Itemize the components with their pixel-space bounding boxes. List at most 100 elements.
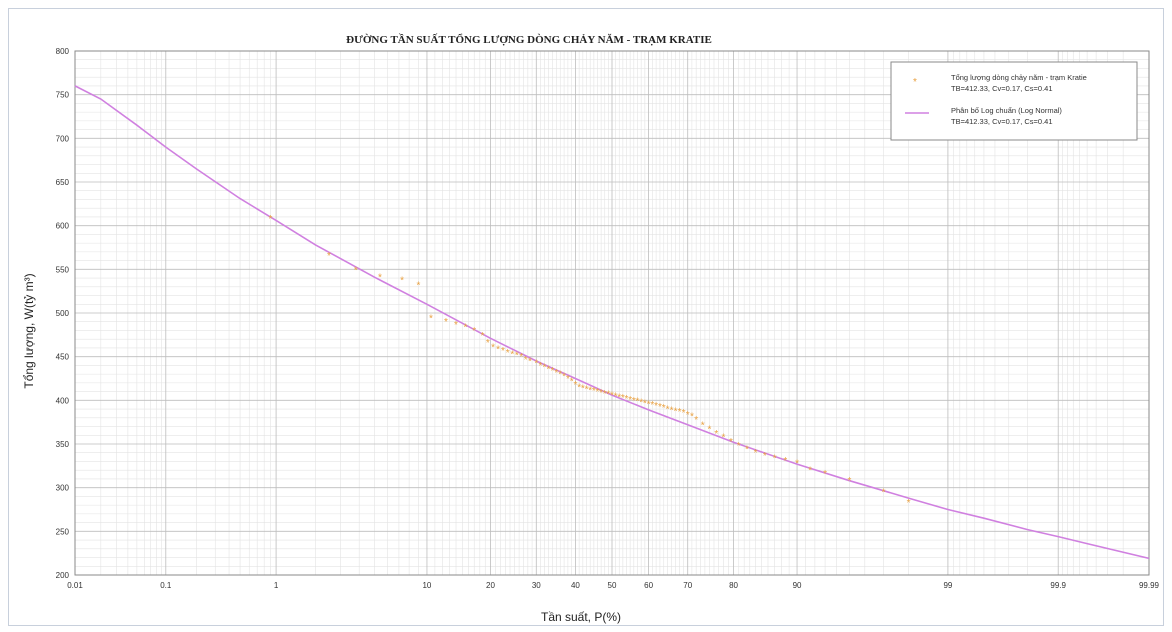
x-axis-label: Tần suất, P(%) (541, 610, 621, 624)
y-tick-label: 650 (56, 178, 70, 187)
observed-point: * (547, 364, 551, 375)
observed-point: * (354, 266, 358, 277)
y-tick-label: 400 (56, 396, 70, 405)
observed-point: * (783, 456, 787, 467)
observed-point: * (472, 326, 476, 337)
y-tick-label: 700 (56, 134, 70, 143)
observed-point: * (674, 406, 678, 417)
observed-point: * (654, 401, 658, 412)
observed-point: * (515, 350, 519, 361)
y-tick-label: 600 (56, 222, 70, 231)
x-tick-label: 0.1 (160, 581, 172, 590)
observed-point: * (690, 412, 694, 423)
x-tick-label: 20 (486, 581, 495, 590)
x-tick-label: 10 (422, 581, 431, 590)
observed-point: * (722, 433, 726, 444)
x-tick-label: 30 (532, 581, 541, 590)
observed-point: * (577, 383, 581, 394)
observed-point: * (573, 380, 577, 391)
frequency-chart: ĐƯỜNG TẦN SUẤT TỔNG LƯỢNG DÒNG CHẢY NĂM … (22, 33, 1160, 624)
observed-point: * (268, 214, 272, 225)
observed-point: * (737, 441, 741, 452)
observed-point: * (558, 370, 562, 381)
observed-point: * (599, 388, 603, 399)
chart-title: ĐƯỜNG TẦN SUẤT TỔNG LƯỢNG DÒNG CHẢY NĂM … (346, 33, 712, 46)
observed-point: * (808, 466, 812, 477)
observed-point: * (444, 317, 448, 328)
observed-point: * (603, 389, 607, 400)
y-axis-label: Tổng lượng, W(tỷ m³) (22, 273, 36, 388)
legend-box (890, 61, 1138, 141)
observed-point: * (632, 396, 636, 407)
observed-point: * (501, 346, 505, 357)
observed-point: * (682, 408, 686, 419)
x-tick-label: 60 (644, 581, 653, 590)
observed-point: * (666, 405, 670, 416)
observed-point: * (701, 420, 705, 431)
x-tick-label: 90 (793, 581, 802, 590)
observed-point: * (763, 451, 767, 462)
y-tick-label: 800 (56, 47, 70, 56)
observed-point: * (882, 488, 886, 499)
observed-point: * (610, 391, 614, 402)
x-axis-ticks: 0.01 0.1 1 10 20 30 40 50 60 70 80 90 99 99.9 99.99 (67, 581, 1159, 590)
observed-point: * (625, 394, 629, 405)
observed-point: * (658, 402, 662, 413)
observed-point: * (650, 400, 654, 411)
observed-point: * (614, 391, 618, 402)
observed-point: * (538, 361, 542, 372)
observed-point: * (592, 386, 596, 397)
observed-point: * (566, 374, 570, 385)
observed-point: * (463, 322, 467, 333)
observed-point: * (581, 384, 585, 395)
observed-point: * (588, 385, 592, 396)
observed-point: * (729, 437, 733, 448)
y-tick-label: 200 (56, 571, 70, 580)
observed-point: * (686, 410, 690, 421)
y-tick-label: 250 (56, 527, 70, 536)
observed-point: * (745, 445, 749, 456)
observed-point: * (486, 338, 490, 349)
observed-point: * (327, 251, 331, 262)
legend-marker-observed: * (913, 77, 917, 88)
y-tick-label: 550 (56, 265, 70, 274)
y-tick-label: 500 (56, 309, 70, 318)
observed-point: * (510, 350, 514, 361)
observed-point: * (416, 281, 420, 292)
observed-point: * (694, 415, 698, 426)
y-tick-label: 750 (56, 91, 70, 100)
observed-point: * (491, 343, 495, 354)
legend: * Tổng lượng dòng chảy năm - trạm Kratie… (890, 61, 1138, 141)
y-axis-ticks: 200 250 300 350 400 450 500 550 600 650 700 750 800 (56, 47, 70, 580)
observed-point: * (795, 459, 799, 470)
observed-point: * (662, 403, 666, 414)
x-tick-label: 1 (274, 581, 279, 590)
legend-stats-observed: TB=412.33, Cv=0.17, Cs=0.41 (951, 84, 1053, 93)
observed-point: * (543, 363, 547, 374)
observed-point: * (554, 368, 558, 379)
chart-frame: ĐƯỜNG TẦN SUẤT TỔNG LƯỢNG DÒNG CHẢY NĂM … (8, 8, 1164, 626)
y-tick-label: 450 (56, 353, 70, 362)
x-tick-label: 99 (943, 581, 952, 590)
x-tick-label: 40 (571, 581, 580, 590)
observed-point: * (524, 355, 528, 366)
observed-point: * (707, 425, 711, 436)
observed-point: * (550, 366, 554, 377)
observed-point: * (534, 358, 538, 369)
observed-point: * (714, 429, 718, 440)
legend-stats-lognormal: TB=412.33, Cv=0.17, Cs=0.41 (951, 117, 1053, 126)
observed-point: * (823, 469, 827, 480)
observed-point: * (670, 405, 674, 416)
series-observed: **** * ** * * * * ** * * * * * * * * * * * * * * * * * * * * * * * * * * *… (268, 214, 910, 509)
x-tick-label: 80 (729, 581, 738, 590)
x-tick-label: 50 (608, 581, 617, 590)
observed-point: * (754, 448, 758, 459)
observed-point: * (636, 397, 640, 408)
observed-point: * (400, 275, 404, 286)
observed-point: * (528, 357, 532, 368)
series-lognormal (74, 85, 1150, 560)
legend-label-lognormal: Phân bố Log chuẩn (Log Normal) (951, 106, 1062, 115)
x-tick-label: 0.01 (67, 581, 83, 590)
observed-point: * (773, 453, 777, 464)
x-tick-label: 99.9 (1050, 581, 1066, 590)
